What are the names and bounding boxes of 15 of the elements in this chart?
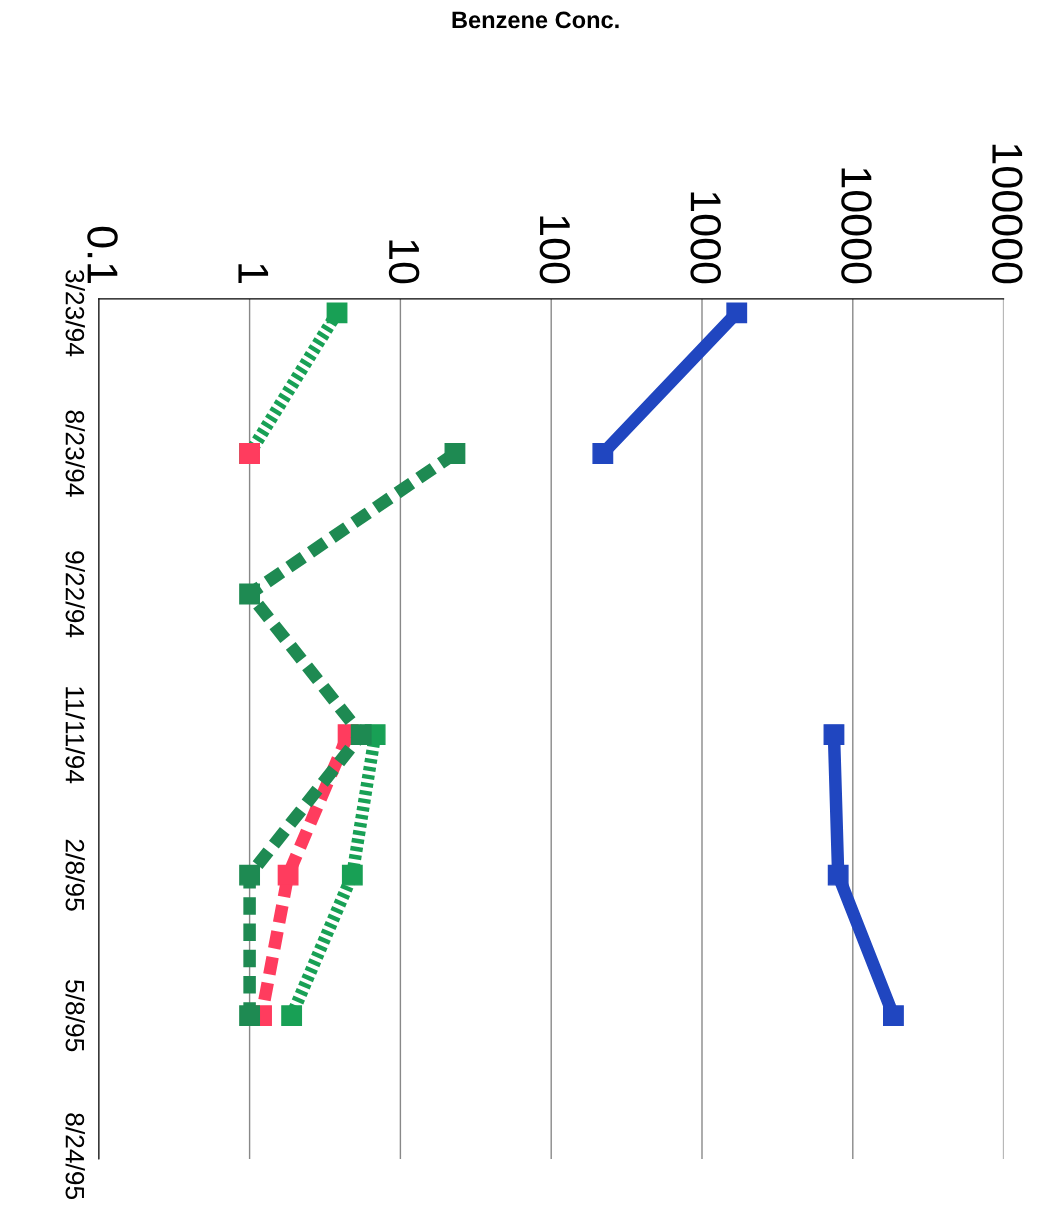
chart-title: Benzene Conc.: [452, 11, 619, 29]
x-tick-label: 100: [539, 216, 571, 284]
x-tick-label: 1000: [690, 192, 721, 284]
x-tick-label: 10000: [841, 168, 872, 284]
y-tick-label: 11/11/94: [65, 687, 85, 784]
y-tick-label: 9/22/94: [65, 551, 85, 638]
x-tick-label: 100000: [992, 144, 1023, 284]
y-tick-label: 8/23/94: [65, 410, 85, 497]
y-tick-label: 2/8/95: [65, 839, 85, 911]
x-tick-label: 10: [388, 240, 420, 284]
y-tick-label: 5/8/95: [65, 980, 85, 1052]
y-tick-label: 3/23/94: [65, 269, 85, 357]
y-tick-label: 8/24/95: [65, 1113, 85, 1200]
x-tick-label: 1: [238, 264, 269, 283]
x-tick-label: 0.1: [87, 226, 118, 283]
